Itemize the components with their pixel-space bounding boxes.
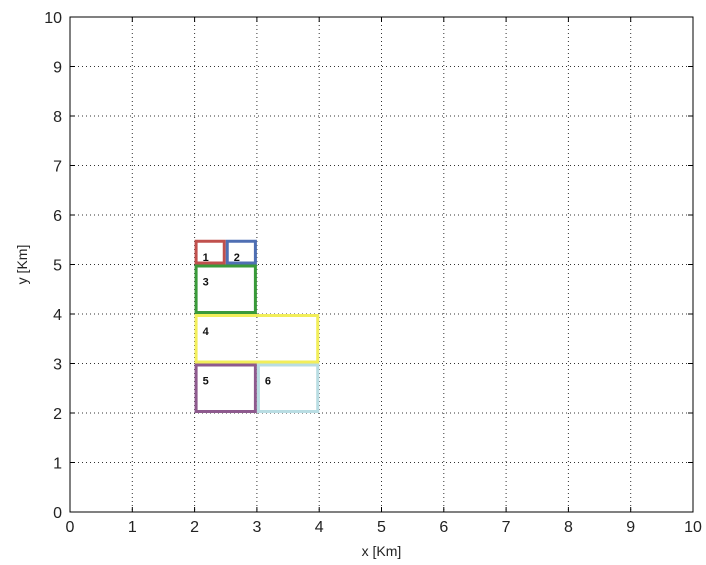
region-3: 3	[194, 264, 257, 314]
region-label: 2	[234, 252, 240, 264]
y-tick-label: 2	[53, 406, 62, 423]
y-tick-label: 0	[53, 505, 62, 522]
region-box	[256, 363, 320, 413]
x-tick-label: 3	[252, 519, 261, 536]
regions: 1 2 3 4 5 6	[194, 239, 320, 413]
x-tick-label: 6	[439, 519, 448, 536]
x-tick-label: 10	[684, 519, 702, 536]
region-label: 5	[203, 376, 209, 388]
x-tick-label: 2	[190, 519, 199, 536]
x-tick-label: 9	[626, 519, 635, 536]
region-box	[225, 239, 257, 265]
y-tick-label: 10	[44, 10, 62, 27]
region-1: 1	[194, 239, 226, 265]
y-tick-label: 8	[53, 109, 62, 126]
region-label: 4	[203, 326, 210, 338]
y-tick-label: 9	[53, 60, 62, 77]
region-label: 6	[265, 376, 271, 388]
region-6: 6	[256, 363, 320, 413]
region-2: 2	[225, 239, 257, 265]
x-tick-label: 5	[377, 519, 386, 536]
ticks: 0 1 2 3 4 5 6 7 8 9 10 0 1 2 3 4 5 6 7 8 9 10	[44, 10, 702, 536]
region-label: 1	[203, 252, 209, 264]
region-box	[194, 264, 257, 314]
y-tick-label: 6	[53, 208, 62, 225]
x-tick-label: 8	[564, 519, 573, 536]
x-axis-label: x [Km]	[362, 543, 402, 559]
y-tick-label: 1	[53, 456, 62, 473]
region-5: 5	[194, 363, 257, 413]
region-box	[194, 314, 320, 364]
grid	[70, 17, 693, 512]
y-tick-label: 7	[53, 159, 62, 176]
region-box	[194, 239, 226, 265]
x-tick-label: 4	[315, 519, 324, 536]
region-4: 4	[194, 314, 320, 364]
x-tick-label: 7	[502, 519, 511, 536]
region-box	[194, 363, 257, 413]
x-tick-label: 1	[128, 519, 137, 536]
y-tick-label: 5	[53, 258, 62, 275]
x-tick-label: 0	[66, 519, 75, 536]
y-axis-label: y [Km]	[14, 245, 30, 285]
y-tick-label: 3	[53, 357, 62, 374]
region-label: 3	[203, 277, 209, 289]
y-tick-label: 4	[53, 307, 62, 324]
